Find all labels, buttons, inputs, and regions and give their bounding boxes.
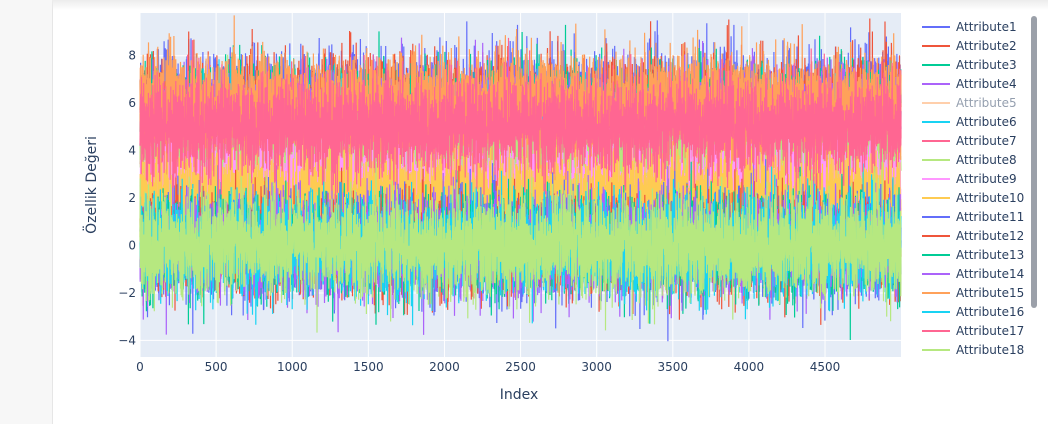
legend-item-attribute5[interactable]: Attribute5 <box>922 96 1017 110</box>
y-tick-label: 4 <box>128 144 136 158</box>
x-tick-label: 1000 <box>277 360 308 374</box>
legend-label: Attribute17 <box>956 324 1024 338</box>
series-line-attribute17 <box>139 37 902 209</box>
y-axis-ticks: −4 −2 0 2 4 6 8 <box>118 49 136 348</box>
legend-label: Attribute13 <box>956 248 1024 262</box>
legend-label: Attribute3 <box>956 58 1017 72</box>
legend-item-attribute10[interactable]: Attribute10 <box>922 191 1024 205</box>
legend-item-attribute2[interactable]: Attribute2 <box>922 39 1017 53</box>
legend-label: Attribute2 <box>956 39 1017 53</box>
legend-item-attribute16[interactable]: Attribute16 <box>922 305 1024 319</box>
legend-item-attribute15[interactable]: Attribute15 <box>922 286 1024 300</box>
x-tick-label: 500 <box>205 360 228 374</box>
legend-item-attribute11[interactable]: Attribute11 <box>922 210 1024 224</box>
x-tick-label: 3000 <box>581 360 612 374</box>
x-tick-label: 2000 <box>429 360 460 374</box>
legend-item-attribute1[interactable]: Attribute1 <box>922 20 1017 34</box>
y-tick-label: 8 <box>128 49 136 63</box>
series-lines <box>139 15 902 342</box>
legend-item-attribute9[interactable]: Attribute9 <box>922 172 1017 186</box>
y-tick-label: 2 <box>128 191 136 205</box>
x-axis-ticks: 0 500 1000 1500 2000 2500 3000 3500 4000 4500 <box>136 360 840 374</box>
legend-label: Attribute18 <box>956 343 1024 357</box>
top-divider <box>52 0 1048 10</box>
legend-item-attribute3[interactable]: Attribute3 <box>922 58 1017 72</box>
legend-item-attribute6[interactable]: Attribute6 <box>922 115 1017 129</box>
x-tick-label: 0 <box>136 360 144 374</box>
legend-label: Attribute5 <box>956 96 1017 110</box>
x-axis-title: Index <box>500 387 539 403</box>
legend-label: Attribute11 <box>956 210 1024 224</box>
legend-label: Attribute1 <box>956 20 1017 34</box>
legend[interactable]: Attribute1 Attribute2 Attribute3 Attribute4… <box>922 20 1024 357</box>
legend-item-attribute4[interactable]: Attribute4 <box>922 77 1017 91</box>
x-tick-label: 2500 <box>505 360 536 374</box>
legend-label: Attribute4 <box>956 77 1017 91</box>
x-tick-label: 4000 <box>734 360 765 374</box>
series-line-attribute18 <box>139 153 902 333</box>
legend-scrollbar[interactable] <box>1031 16 1037 308</box>
x-tick-label: 4500 <box>810 360 841 374</box>
legend-item-attribute7[interactable]: Attribute7 <box>922 134 1017 148</box>
y-axis-title: Özellik Değeri <box>82 136 100 234</box>
legend-label: Attribute7 <box>956 134 1017 148</box>
legend-label: Attribute15 <box>956 286 1024 300</box>
y-tick-label: −2 <box>118 286 136 300</box>
y-tick-label: −4 <box>118 333 136 347</box>
legend-item-attribute13[interactable]: Attribute13 <box>922 248 1024 262</box>
x-tick-label: 3500 <box>658 360 689 374</box>
legend-item-attribute17[interactable]: Attribute17 <box>922 324 1024 338</box>
legend-label: Attribute8 <box>956 153 1017 167</box>
legend-item-attribute8[interactable]: Attribute8 <box>922 153 1017 167</box>
y-tick-label: 0 <box>128 238 136 252</box>
legend-label: Attribute16 <box>956 305 1024 319</box>
legend-item-attribute12[interactable]: Attribute12 <box>922 229 1024 243</box>
legend-label: Attribute10 <box>956 191 1024 205</box>
legend-item-attribute18[interactable]: Attribute18 <box>922 343 1024 357</box>
legend-item-attribute14[interactable]: Attribute14 <box>922 267 1024 281</box>
legend-label: Attribute9 <box>956 172 1017 186</box>
legend-label: Attribute12 <box>956 229 1024 243</box>
y-tick-label: 6 <box>128 96 136 110</box>
legend-label: Attribute6 <box>956 115 1017 129</box>
left-sidebar <box>0 0 53 424</box>
x-tick-label: 1500 <box>353 360 384 374</box>
legend-label: Attribute14 <box>956 267 1024 281</box>
